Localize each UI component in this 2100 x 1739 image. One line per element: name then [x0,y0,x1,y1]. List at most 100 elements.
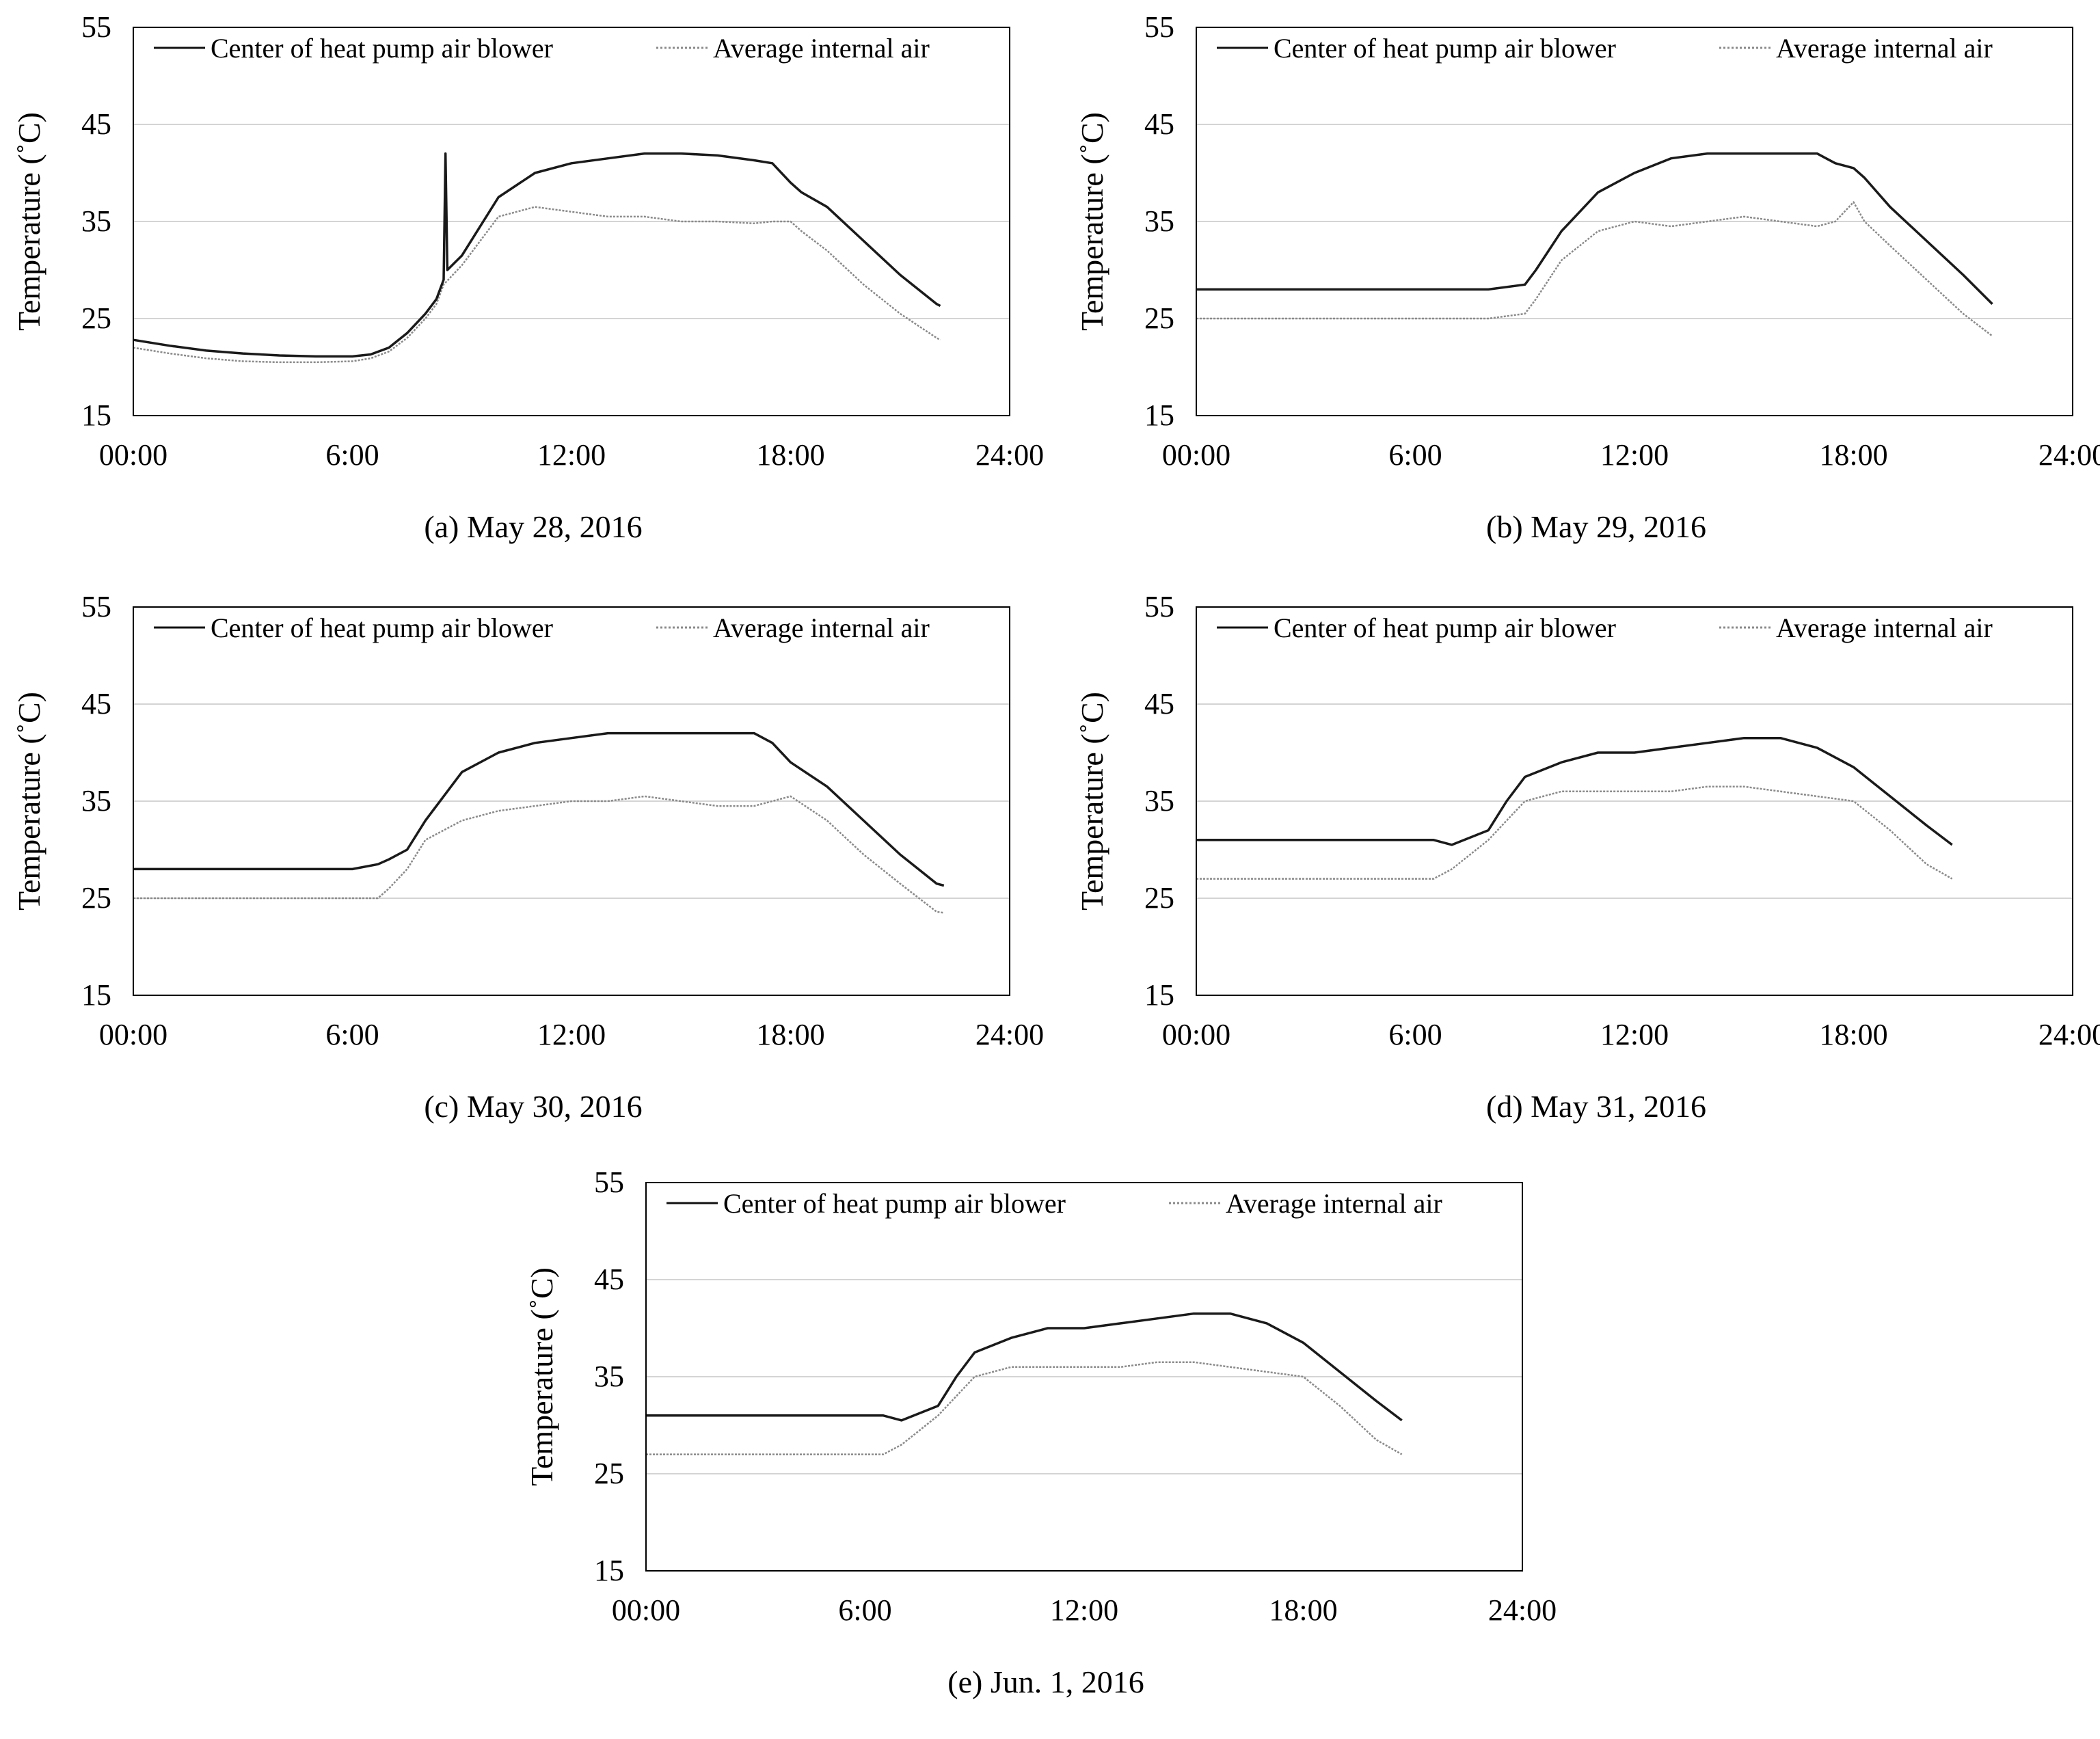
x-tick-label: 18:00 [1269,1593,1337,1627]
y-tick-label: 15 [1144,399,1174,432]
x-tick-label: 12:00 [537,438,606,472]
x-tick-label: 18:00 [756,438,824,472]
y-tick-label: 55 [1144,10,1174,44]
series-line-internal-air [133,206,941,364]
legend: Center of heat pump air blower Average i… [154,33,930,64]
chart-e: 15 25 35 45 55 00:00 6:00 12:00 18:00 24:00 Temp… [524,1165,1557,1627]
chart-d: 15 25 35 45 55 00:00 6:00 12:00 18:00 24:00 Temp… [1075,590,2100,1051]
legend: Center of heat pump air blower Average i… [667,1188,1442,1219]
series-line-blower [133,731,945,887]
plot-frame [133,606,1010,996]
legend-label-internal: Average internal air [713,612,930,643]
x-tick-label: 6:00 [325,438,379,472]
x-tick-label: 6:00 [838,1593,891,1627]
chart-b: 15 25 35 45 55 00:00 6:00 12:00 18:00 24:00 Temp… [1075,10,2100,472]
y-tick-label: 45 [81,687,111,720]
y-tick-label: 15 [594,1554,624,1587]
y-tick-label: 35 [81,784,111,818]
y-tick-label: 45 [81,107,111,141]
y-tick-label: 55 [1144,590,1174,623]
y-tick-label: 15 [81,978,111,1012]
y-tick-label: 55 [81,590,111,623]
x-tick-label: 00:00 [99,1018,167,1051]
plot-frame [133,27,1010,416]
plot-frame [1196,27,2073,416]
legend-label-internal: Average internal air [1776,33,1993,64]
x-tick-label: 6:00 [1388,1018,1442,1051]
y-tick-label: 25 [1144,301,1174,335]
x-tick-label: 00:00 [1162,1018,1230,1051]
x-tick-label: 18:00 [1819,1018,1887,1051]
y-axis-label: Temperature (˚C) [524,1267,559,1486]
x-tick-label: 24:00 [2038,438,2100,472]
caption-a: (a) May 28, 2016 [424,509,643,544]
y-tick-label: 25 [81,301,111,335]
x-tick-label: 24:00 [1488,1593,1557,1627]
x-tick-label: 24:00 [975,1018,1044,1051]
y-tick-label: 25 [594,1457,624,1490]
panel-a: 15 25 35 45 55 00:00 6:00 12:00 18:00 24:00 Temp… [0,0,1066,574]
x-tick-label: 24:00 [2038,1018,2100,1051]
series-line-blower [1196,152,1993,305]
series-line-internal-air [1196,201,1993,337]
legend: Center of heat pump air blower Average i… [154,612,930,643]
y-tick-label: 35 [1144,784,1174,818]
y-tick-label: 25 [1144,881,1174,915]
x-tick-label: 12:00 [1600,1018,1669,1051]
series-line-blower [646,1312,1403,1422]
legend-label-blower: Center of heat pump air blower [1274,33,1616,64]
y-axis-label: Temperature (˚C) [12,112,46,331]
panel-d: 15 25 35 45 55 00:00 6:00 12:00 18:00 24:00 Temp… [1063,580,2100,1154]
y-tick-label: 35 [81,204,111,238]
panel-c: 15 25 35 45 55 00:00 6:00 12:00 18:00 24:00 Temp… [0,580,1066,1154]
x-tick-label: 12:00 [1050,1593,1118,1627]
legend: Center of heat pump air blower Average i… [1217,612,1993,643]
y-tick-label: 45 [1144,107,1174,141]
y-tick-label: 55 [81,10,111,44]
caption-e: (e) Jun. 1, 2016 [947,1664,1144,1699]
x-tick-label: 00:00 [99,438,167,472]
x-tick-label: 6:00 [1388,438,1442,472]
legend-label-blower: Center of heat pump air blower [1274,612,1616,643]
x-tick-label: 12:00 [537,1018,606,1051]
series-line-blower [133,152,941,358]
x-tick-label: 12:00 [1600,438,1669,472]
series-line-internal-air [1196,785,1953,880]
panel-e: 15 25 35 45 55 00:00 6:00 12:00 18:00 24:00 Temp… [513,1155,1579,1729]
y-tick-label: 35 [1144,204,1174,238]
y-tick-label: 45 [1144,687,1174,720]
y-tick-label: 55 [594,1165,624,1199]
legend-label-blower: Center of heat pump air blower [211,612,553,643]
y-axis-label: Temperature (˚C) [12,692,46,911]
series-line-blower [1196,736,1953,846]
caption-b: (b) May 29, 2016 [1486,509,1706,544]
plot-frame [1196,606,2073,996]
series-line-internal-air [133,795,944,914]
x-tick-label: 18:00 [756,1018,824,1051]
y-tick-label: 15 [81,399,111,432]
legend-label-internal: Average internal air [1226,1188,1442,1219]
x-tick-label: 18:00 [1819,438,1887,472]
legend-label-blower: Center of heat pump air blower [211,33,553,64]
y-tick-label: 15 [1144,978,1174,1012]
y-axis-label: Temperature (˚C) [1075,692,1109,911]
y-axis-label: Temperature (˚C) [1075,112,1109,331]
legend-label-blower: Center of heat pump air blower [723,1188,1066,1219]
plot-frame [645,1182,1523,1572]
x-tick-label: 6:00 [325,1018,379,1051]
x-tick-label: 00:00 [1162,438,1230,472]
y-tick-label: 25 [81,881,111,915]
legend-label-internal: Average internal air [713,33,930,64]
caption-d: (d) May 31, 2016 [1486,1089,1706,1124]
y-tick-label: 35 [594,1360,624,1393]
chart-c: 15 25 35 45 55 00:00 6:00 12:00 18:00 24:00 Temp… [12,590,1044,1051]
y-tick-label: 45 [594,1263,624,1296]
legend-label-internal: Average internal air [1776,612,1993,643]
chart-a: 15 25 35 45 55 00:00 6:00 12:00 18:00 24:00 Temp… [12,10,1044,472]
x-tick-label: 24:00 [975,438,1044,472]
series-line-internal-air [646,1361,1403,1455]
panel-b: 15 25 35 45 55 00:00 6:00 12:00 18:00 24:00 Temp… [1063,0,2100,574]
x-tick-label: 00:00 [612,1593,680,1627]
legend: Center of heat pump air blower Average i… [1217,33,1993,64]
caption-c: (c) May 30, 2016 [424,1089,643,1124]
